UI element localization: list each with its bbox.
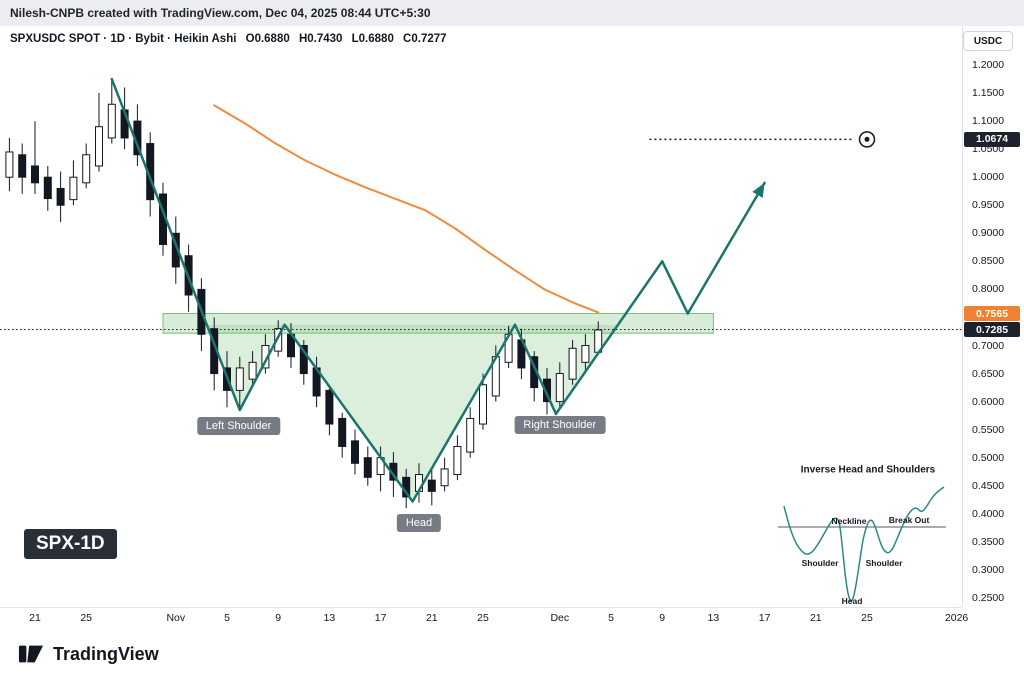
attribution-bar: Nilesh-CNPB created with TradingView.com… xyxy=(0,0,1024,26)
price-tick: 0.9000 xyxy=(972,227,1005,240)
ohlc-open: O0.6880 xyxy=(245,33,290,45)
price-tick: 1.2000 xyxy=(972,59,1005,71)
time-tick: 9 xyxy=(275,612,282,624)
pattern-fill-area xyxy=(206,324,619,502)
symbol-info[interactable]: SPXUSDC SPOT · 1D · Bybit · Heikin Ashi xyxy=(10,33,237,45)
time-tick: 2026 xyxy=(944,612,969,624)
projection-arrow-head xyxy=(752,182,765,198)
inset-label-neckline: Neckline xyxy=(831,516,867,526)
time-tick: 13 xyxy=(707,612,720,624)
time-axis[interactable] xyxy=(0,607,962,608)
time-tick: Nov xyxy=(166,612,186,624)
time-tick: 13 xyxy=(323,612,336,624)
price-tick: 0.2500 xyxy=(972,591,1005,604)
ohlc-high: H0.7430 xyxy=(298,33,343,45)
price-tick: 0.6000 xyxy=(972,395,1005,408)
price-tick: 0.5500 xyxy=(972,423,1005,436)
inverse-head-shoulders-schematic-icon xyxy=(778,486,946,602)
inset-label-breakout: Break Out xyxy=(888,515,930,525)
time-tick: 5 xyxy=(224,612,230,624)
price-tick: 1.0000 xyxy=(972,171,1005,184)
price-tick: 1.1000 xyxy=(972,115,1005,128)
price-tick: 0.5000 xyxy=(972,451,1005,464)
last-price-badge: 0.7285 xyxy=(964,322,1020,337)
chart-text-drawing-spx1d[interactable]: SPX-1D xyxy=(24,529,117,559)
price-tick: 1.1500 xyxy=(972,87,1005,100)
inset-price-curve xyxy=(783,486,945,602)
left-shoulder-label[interactable]: Left Shoulder xyxy=(196,417,281,435)
price-axis[interactable] xyxy=(962,26,963,607)
price-tick: 0.4000 xyxy=(972,507,1005,520)
time-tick: 21 xyxy=(809,612,822,624)
time-tick: 25 xyxy=(80,612,93,624)
time-tick: 25 xyxy=(477,612,489,624)
target-marker-dot xyxy=(864,136,870,142)
price-tick: 0.3500 xyxy=(972,535,1005,548)
time-tick: 17 xyxy=(758,612,771,624)
tradingview-logo-icon xyxy=(18,645,44,663)
price-tick: 0.9500 xyxy=(972,199,1005,212)
head-label[interactable]: Head xyxy=(396,514,442,532)
time-tick: 9 xyxy=(659,612,666,624)
ohlc-close: C0.7277 xyxy=(403,33,447,45)
right-shoulder-label[interactable]: Right Shoulder xyxy=(514,416,606,435)
inset-label-head: Head xyxy=(841,596,863,606)
tradingview-logo-link[interactable]: TradingView xyxy=(18,641,159,667)
inset-title: Inverse Head and Shoulders xyxy=(800,464,936,476)
price-tick: 0.8000 xyxy=(972,283,1005,296)
price-tick: 0.8500 xyxy=(972,255,1005,268)
time-tick: 21 xyxy=(425,612,438,624)
symbol-legend[interactable]: SPXUSDC SPOT · 1D · Bybit · Heikin Ashi … xyxy=(10,33,453,45)
time-tick: 17 xyxy=(374,612,387,624)
tradingview-wordmark: TradingView xyxy=(53,643,159,664)
inset-label-left-shoulder: Shoulder xyxy=(801,558,839,568)
time-tick: 21 xyxy=(29,612,41,624)
time-tick: Dec xyxy=(550,612,570,624)
currency-toggle-button[interactable]: USDC xyxy=(963,31,1013,51)
target-price-badge: 1.0674 xyxy=(964,131,1020,147)
pattern-zigzag-line[interactable] xyxy=(110,77,766,503)
neckline-zone[interactable] xyxy=(162,313,714,334)
candlestick-series xyxy=(5,79,603,509)
ohlc-low: L0.6880 xyxy=(351,33,394,45)
price-tick: 0.4500 xyxy=(972,479,1005,492)
time-tick: 5 xyxy=(608,612,614,624)
price-tick: 0.7000 xyxy=(972,339,1005,352)
moving-average-line[interactable] xyxy=(213,104,600,314)
price-tick: 0.6500 xyxy=(972,367,1005,380)
ma-price-badge: 0.7565 xyxy=(964,306,1020,322)
price-tick: 0.3000 xyxy=(972,563,1005,576)
attribution-text: Nilesh-CNPB created with TradingView.com… xyxy=(10,6,431,20)
time-tick: 25 xyxy=(861,612,873,624)
inset-label-right-shoulder: Shoulder xyxy=(865,558,903,568)
